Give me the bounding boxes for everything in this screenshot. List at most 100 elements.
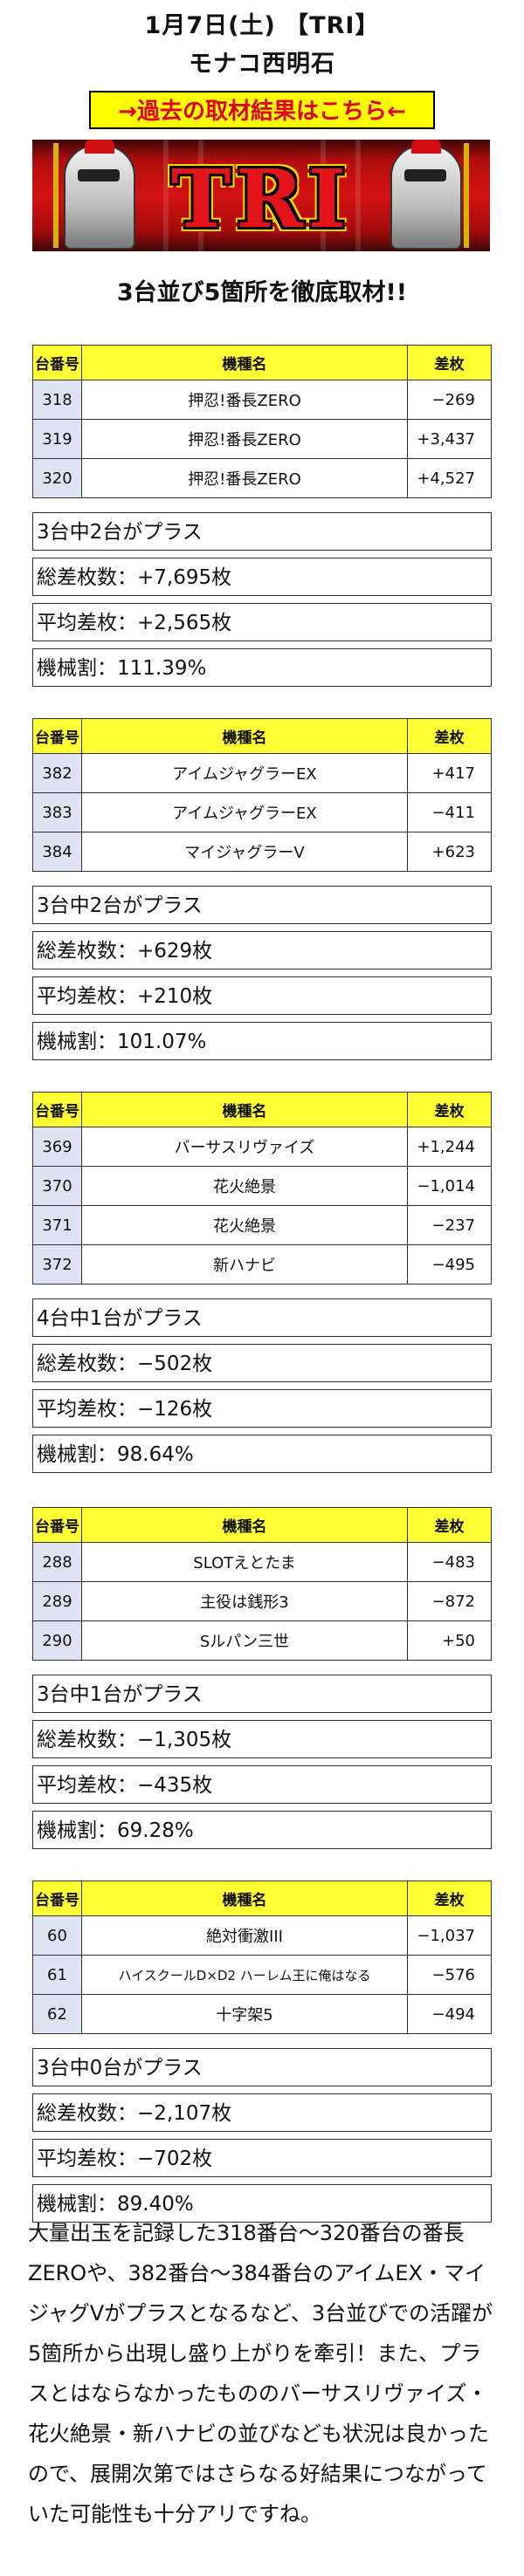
machine-name: 主役は銭形3 — [81, 1581, 408, 1621]
average-diff: 平均差枚：+2,565枚 — [32, 603, 492, 641]
machine-name: アイムジャグラーEX — [81, 753, 408, 793]
average-diff: 平均差枚：−435枚 — [32, 1765, 492, 1804]
machine-number: 382 — [32, 753, 82, 793]
summary-text: 大量出玉を記録した318番台〜320番台の番長ZEROや、382番台〜384番台… — [28, 2221, 493, 2526]
machine-name: アイムジャグラーEX — [81, 792, 408, 832]
machine-diff: −1,037 — [407, 1915, 492, 1956]
table-row: 61 ハイスクールD×D2 ハーレム王に俺はなる −576 — [32, 1955, 492, 1995]
header-number: 台番号 — [32, 1507, 82, 1543]
machine-name: 押忍!番長ZERO — [81, 380, 408, 420]
result-group: 台番号 機種名 差枚 318 押忍!番長ZERO −269 319 押忍!番長ZERO +3,4… — [32, 345, 492, 687]
average-diff: 平均差枚：−126枚 — [32, 1389, 492, 1428]
tri-banner: TRI — [32, 140, 490, 251]
header-diff: 差枚 — [407, 1881, 492, 1916]
machine-name: 押忍!番長ZERO — [81, 419, 408, 459]
total-diff: 総差枚数：−2,107枚 — [32, 2093, 492, 2132]
machine-diff: +623 — [407, 832, 492, 872]
machine-diff: −872 — [407, 1581, 492, 1621]
table-header-row: 台番号 機種名 差枚 — [32, 1092, 492, 1127]
table-row: 370 花火絶景 −1,014 — [32, 1166, 492, 1206]
plus-count: 3台中0台がプラス — [32, 2048, 492, 2086]
table-row: 382 アイムジャグラーEX +417 — [32, 753, 492, 793]
average-diff: 平均差枚：−702枚 — [32, 2139, 492, 2177]
table-header-row: 台番号 機種名 差枚 — [32, 1507, 492, 1543]
machine-diff: −1,014 — [407, 1166, 492, 1206]
payout-rate: 機械割：69.28% — [32, 1811, 492, 1849]
header-machine: 機種名 — [81, 1881, 408, 1916]
machine-name: 十字架5 — [81, 1994, 408, 2034]
result-group: 台番号 機種名 差枚 382 アイムジャグラーEX +417 383 アイムジャグラーEX −4… — [32, 718, 492, 1060]
date-title: 1月7日(土) 【TRI】 — [144, 12, 380, 39]
knight-left-icon — [64, 140, 135, 250]
plus-count: 3台中1台がプラス — [32, 1675, 492, 1713]
machine-number: 371 — [32, 1205, 82, 1245]
machine-number: 318 — [32, 380, 82, 420]
machine-diff: +3,437 — [407, 419, 492, 459]
table-row: 289 主役は銭形3 −872 — [32, 1581, 492, 1621]
total-diff: 総差枚数：−502枚 — [32, 1344, 492, 1382]
machine-name: SLOTえとたま — [81, 1542, 408, 1582]
table-row: 290 Sルパン三世 +50 — [32, 1620, 492, 1661]
plus-count: 4台中1台がプラス — [32, 1298, 492, 1337]
machine-number: 384 — [32, 832, 82, 872]
table-row: 372 新ハナビ −495 — [32, 1244, 492, 1285]
header-diff: 差枚 — [407, 1092, 492, 1127]
header-number: 台番号 — [32, 1881, 82, 1916]
machine-name: 花火絶景 — [81, 1205, 408, 1245]
header-diff: 差枚 — [407, 345, 492, 380]
machine-table: 台番号 機種名 差枚 288 SLOTえとたま −483 289 主役は銭形3 −872 290 S… — [32, 1507, 492, 1661]
header-machine: 機種名 — [81, 345, 408, 380]
machine-table: 台番号 機種名 差枚 60 絶対衝激III −1,037 61 ハイスクールD×D2 ハーレム… — [32, 1881, 492, 2034]
header-number: 台番号 — [32, 718, 82, 754]
machine-number: 290 — [32, 1620, 82, 1661]
table-header-row: 台番号 機種名 差枚 — [32, 345, 492, 380]
machine-number: 370 — [32, 1166, 82, 1206]
table-row: 288 SLOTえとたま −483 — [32, 1542, 492, 1582]
machine-diff: −494 — [407, 1994, 492, 2034]
machine-diff: +4,527 — [407, 458, 492, 498]
machine-diff: −483 — [407, 1542, 492, 1582]
average-diff: 平均差枚：+210枚 — [32, 976, 492, 1015]
machine-name: 絶対衝激III — [81, 1915, 408, 1956]
header-diff: 差枚 — [407, 718, 492, 754]
machine-table: 台番号 機種名 差枚 318 押忍!番長ZERO −269 319 押忍!番長ZERO +3,4… — [32, 345, 492, 498]
machine-number: 369 — [32, 1127, 82, 1167]
table-row: 371 花火絶景 −237 — [32, 1205, 492, 1245]
table-row: 383 アイムジャグラーEX −411 — [32, 792, 492, 832]
machine-number: 289 — [32, 1581, 82, 1621]
plus-count: 3台中2台がプラス — [32, 886, 492, 924]
machine-name: 新ハナビ — [81, 1244, 408, 1285]
machine-diff: +1,244 — [407, 1127, 492, 1167]
past-results-link[interactable]: →過去の取材結果はこちら← — [89, 91, 435, 129]
spear-right-icon — [464, 143, 469, 248]
table-row: 62 十字架5 −494 — [32, 1994, 492, 2034]
machine-number: 372 — [32, 1244, 82, 1285]
machine-name: 花火絶景 — [81, 1166, 408, 1206]
machine-number: 288 — [32, 1542, 82, 1582]
machine-number: 61 — [32, 1955, 82, 1995]
payout-rate: 機械割：111.39% — [32, 648, 492, 687]
plus-count: 3台中2台がプラス — [32, 512, 492, 551]
knight-right-icon — [390, 140, 462, 250]
machine-diff: −495 — [407, 1244, 492, 1285]
machine-number: 60 — [32, 1915, 82, 1956]
header-number: 台番号 — [32, 1092, 82, 1127]
machine-diff: −576 — [407, 1955, 492, 1995]
table-header-row: 台番号 機種名 差枚 — [32, 1881, 492, 1916]
payout-rate: 機械割：89.40% — [32, 2184, 492, 2223]
store-name: モナコ西明石 — [189, 51, 335, 78]
result-group: 台番号 機種名 差枚 60 絶対衝激III −1,037 61 ハイスクールD×D2 ハーレム… — [32, 1881, 492, 2223]
spear-left-icon — [53, 143, 59, 248]
payout-rate: 機械割：101.07% — [32, 1022, 492, 1060]
machine-name: バーサスリヴァイズ — [81, 1127, 408, 1167]
machine-diff: −269 — [407, 380, 492, 420]
machine-diff: +50 — [407, 1620, 492, 1661]
total-diff: 総差枚数：+629枚 — [32, 931, 492, 969]
table-row: 319 押忍!番長ZERO +3,437 — [32, 419, 492, 459]
machine-number: 383 — [32, 792, 82, 832]
table-row: 369 バーサスリヴァイズ +1,244 — [32, 1127, 492, 1167]
page-header: 1月7日(土) 【TRI】 モナコ西明石 →過去の取材結果はこちら← TRI 3… — [0, 0, 524, 311]
header-machine: 機種名 — [81, 718, 408, 754]
header-number: 台番号 — [32, 345, 82, 380]
table-header-row: 台番号 機種名 差枚 — [32, 718, 492, 754]
